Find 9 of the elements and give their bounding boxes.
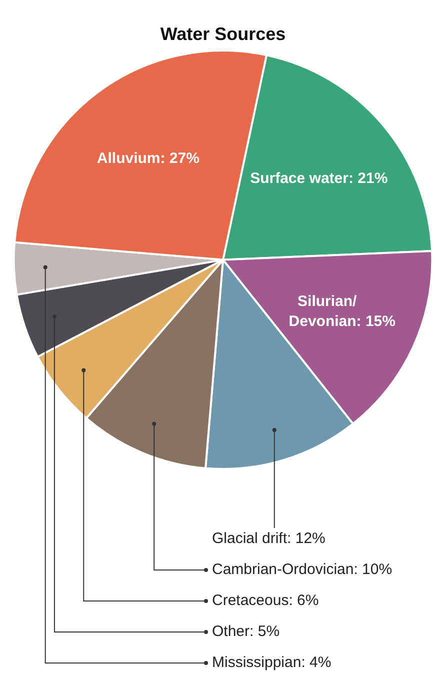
- slice-label: Cambrian-Ordovician: 10%: [212, 561, 392, 578]
- slice-label: Other: 5%: [212, 623, 280, 640]
- slice-label: Silurian/Devonian: 15%: [288, 293, 396, 330]
- chart-title: Water Sources: [160, 24, 286, 44]
- slice-label: Glacial drift: 12%: [212, 530, 326, 548]
- slice-label: Cretaceous: 6%: [212, 592, 319, 610]
- slice-label: Mississippian: 4%: [212, 654, 332, 672]
- slice-label: Alluvium: 27%: [96, 150, 200, 168]
- slice-label: Surface water: 21%: [250, 170, 388, 187]
